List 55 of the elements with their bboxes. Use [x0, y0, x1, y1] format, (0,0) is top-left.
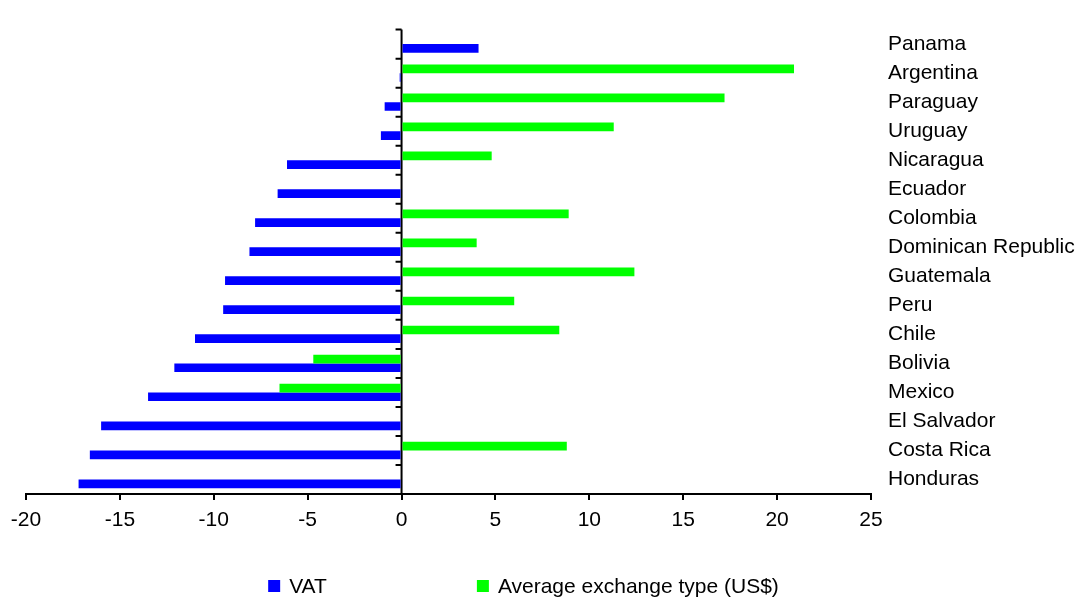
bar: [402, 325, 560, 335]
bar: [287, 160, 401, 169]
bar: [402, 441, 567, 451]
bar: [402, 209, 569, 219]
x-tick-label: 10: [577, 507, 602, 531]
legend-label: Average exchange type (US$): [497, 573, 779, 597]
y-tick-label: Colombia: [888, 205, 978, 229]
y-tick-label: Nicaragua: [888, 147, 985, 171]
y-tick-label: Panama: [888, 30, 967, 54]
bar: [402, 64, 795, 74]
y-tick-label: Chile: [888, 321, 936, 345]
y-tick-label: Honduras: [888, 466, 980, 490]
y-tick-label: Paraguay: [888, 88, 979, 112]
bar: [89, 450, 401, 460]
y-tick-label: Peru: [888, 292, 933, 316]
bar: [402, 151, 492, 161]
y-tick-label: Costa Rica: [888, 437, 992, 461]
bar: [148, 392, 401, 402]
y-tick-label: Dominican Republic: [888, 234, 1075, 258]
x-tick-label: 15: [671, 507, 695, 531]
y-tick-label: Bolivia: [888, 350, 951, 374]
x-tick-label: -20: [10, 507, 42, 531]
bar: [277, 189, 401, 198]
bar: [402, 238, 477, 248]
y-tick-label: El Salvador: [888, 408, 996, 432]
bar: [402, 44, 479, 53]
x-tick-label: 0: [395, 507, 408, 531]
bar: [249, 247, 401, 256]
x-tick-label: -10: [198, 507, 229, 531]
bar: [380, 131, 401, 140]
x-tick-label: 5: [489, 507, 502, 531]
y-tick-label: Argentina: [888, 59, 979, 83]
bar: [402, 93, 725, 103]
bar: [223, 305, 401, 315]
y-tick-label: Ecuador: [888, 176, 967, 200]
bar: [402, 267, 635, 277]
bar: [402, 122, 614, 132]
bar: [384, 102, 401, 111]
y-tick-label: Guatemala: [888, 263, 992, 287]
legend-label: VAT: [289, 573, 328, 597]
x-tick-label: 25: [859, 507, 883, 531]
y-tick-label: Mexico: [888, 379, 955, 403]
bar: [255, 218, 401, 227]
y-tick-label: Uruguay: [888, 117, 968, 141]
bar: [402, 296, 515, 306]
x-tick-label: 20: [765, 507, 789, 531]
bar: [225, 276, 401, 286]
bar: [101, 421, 401, 431]
bar: [174, 363, 401, 373]
bar: [78, 479, 401, 489]
x-tick-label: -15: [104, 507, 136, 531]
x-tick-label: -5: [298, 507, 318, 531]
bar: [313, 354, 401, 364]
bar: [279, 383, 401, 393]
bar: [195, 334, 401, 344]
